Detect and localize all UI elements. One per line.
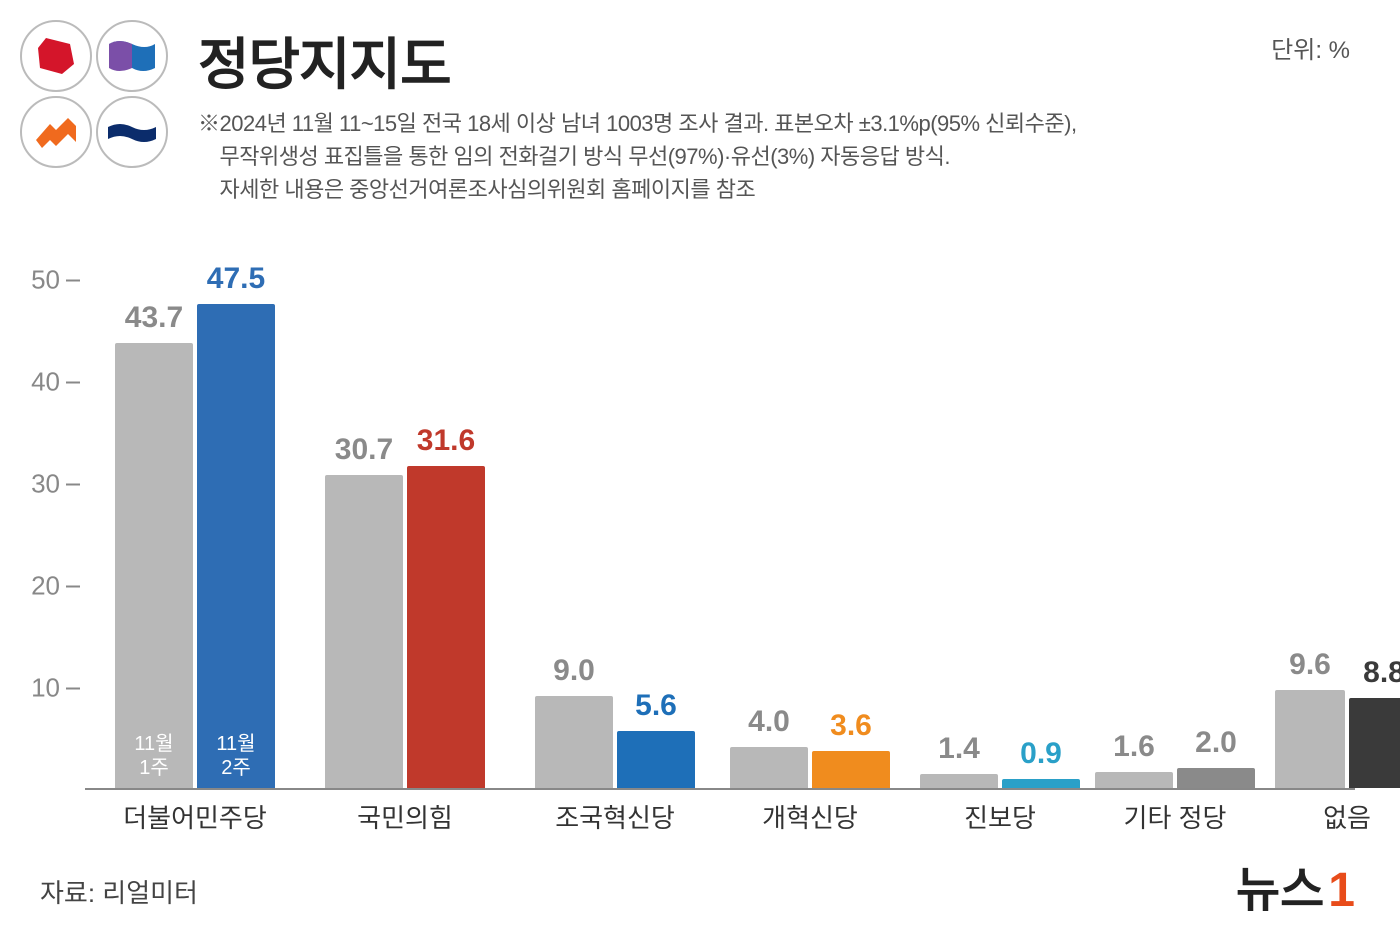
bar-curr: 3.6 (812, 751, 890, 788)
bar-value-label: 8.8 (1363, 656, 1400, 690)
subtitle-line-3: 자세한 내용은 중앙선거여론조사심의위원회 홈페이지를 참조 (198, 173, 1360, 206)
x-axis-label: 기타 정당 (1124, 798, 1227, 835)
bar-prev: 4.0 (730, 747, 808, 788)
x-axis-label: 조국혁신당 (555, 798, 675, 835)
bar-value-label: 30.7 (335, 433, 393, 467)
bar-value-label: 9.0 (553, 654, 595, 688)
bar-value-label: 1.4 (938, 732, 980, 766)
bar-group: 4.03.6개혁신당 (730, 747, 890, 788)
header: 정당지지도 ※2024년 11월 11~15일 전국 18세 이상 남녀 100… (0, 0, 1400, 206)
y-tick: 20 (31, 571, 80, 602)
source-label: 자료: 리얼미터 (40, 873, 198, 910)
brand-logo: 뉴스1 (1236, 850, 1355, 920)
bar-value-label: 4.0 (748, 705, 790, 739)
bar-group: 9.68.8없음 (1275, 690, 1400, 788)
subtitle-line-2: 무작위생성 표집틀을 통한 임의 전화걸기 방식 무선(97%)·유선(3%) … (198, 140, 1360, 173)
subtitle-line-1: ※2024년 11월 11~15일 전국 18세 이상 남녀 1003명 조사 … (198, 107, 1360, 140)
bar-prev: 9.0 (535, 696, 613, 788)
bar-group: 30.731.6국민의힘 (325, 466, 485, 788)
x-axis-label: 더불어민주당 (123, 798, 267, 835)
y-tick: 10 (31, 673, 80, 704)
plot-area: 43.711월1주47.511월2주더불어민주당30.731.6국민의힘9.05… (85, 260, 1355, 790)
bar-prev: 43.711월1주 (115, 343, 193, 788)
bar-prev: 1.4 (920, 774, 998, 788)
bar-curr: 0.9 (1002, 779, 1080, 788)
blue-flag-icon (96, 20, 168, 92)
bar-value-label: 1.6 (1113, 730, 1155, 764)
subtitle: ※2024년 11월 11~15일 전국 18세 이상 남녀 1003명 조사 … (198, 107, 1360, 206)
bar-group: 1.40.9진보당 (920, 774, 1080, 788)
unit-label: 단위: % (1271, 30, 1350, 65)
bar-curr: 47.511월2주 (197, 304, 275, 788)
bar-curr: 31.6 (407, 466, 485, 788)
bar-curr: 2.0 (1177, 768, 1255, 788)
bar-chart: 1020304050 43.711월1주47.511월2주더불어민주당30.73… (85, 260, 1355, 790)
bar-prev: 9.6 (1275, 690, 1345, 788)
bar-inner-label: 11월1주 (115, 732, 193, 780)
bar-prev: 1.6 (1095, 772, 1173, 788)
x-axis-label: 개혁신당 (762, 798, 858, 835)
bar-value-label: 47.5 (207, 262, 265, 296)
navy-band-icon (96, 96, 168, 168)
bar-value-label: 9.6 (1289, 648, 1331, 682)
bar-inner-label: 11월2주 (197, 732, 275, 780)
bar-group: 43.711월1주47.511월2주더불어민주당 (115, 304, 275, 788)
y-tick: 50 (31, 265, 80, 296)
bar-curr: 5.6 (617, 731, 695, 788)
bar-value-label: 2.0 (1195, 726, 1237, 760)
x-axis-label: 진보당 (964, 798, 1036, 835)
header-text: 정당지지도 ※2024년 11월 11~15일 전국 18세 이상 남녀 100… (198, 20, 1360, 206)
page-title: 정당지지도 (198, 20, 1360, 101)
bar-value-label: 3.6 (830, 709, 872, 743)
bar-prev: 30.7 (325, 475, 403, 788)
bar-value-label: 5.6 (635, 689, 677, 723)
bar-value-label: 31.6 (417, 424, 475, 458)
brand-text: 뉴스 (1236, 850, 1324, 920)
x-axis-label: 없음 (1323, 798, 1371, 835)
x-axis-label: 국민의힘 (357, 798, 453, 835)
brand-one-icon: 1 (1328, 863, 1355, 918)
party-logo-grid (20, 20, 168, 168)
red-hex-icon (20, 20, 92, 92)
bar-group: 9.05.6조국혁신당 (535, 696, 695, 788)
orange-arrow-icon (20, 96, 92, 168)
y-tick: 30 (31, 469, 80, 500)
bar-group: 1.62.0기타 정당 (1095, 768, 1255, 788)
bar-value-label: 0.9 (1020, 737, 1062, 771)
y-axis: 10 20 30 40 50 (20, 260, 80, 790)
bar-curr: 8.8 (1349, 698, 1400, 788)
y-tick: 40 (31, 367, 80, 398)
bar-value-label: 43.7 (125, 301, 183, 335)
